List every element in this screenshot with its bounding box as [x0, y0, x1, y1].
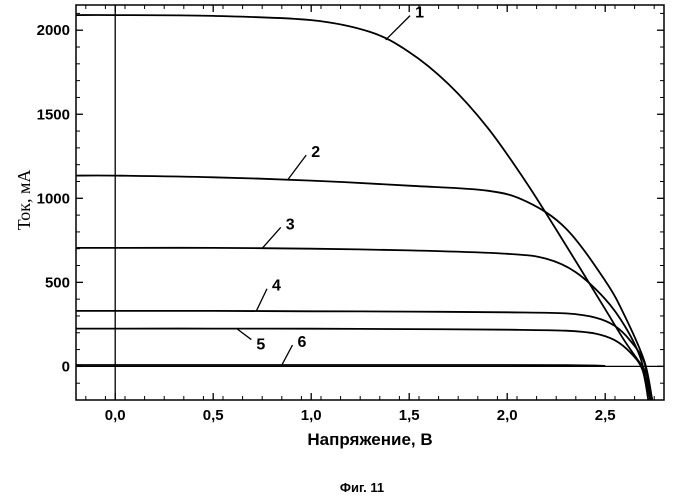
axis-ticks: 0,0 0,5 1,0 1,5 2,0 2,5 0 500 1000 1500 2000 [37, 5, 664, 424]
reference-lines [76, 5, 664, 400]
series-4-leader [256, 289, 267, 311]
x-tick-label: 0,0 [105, 407, 126, 424]
series-5-leader [237, 329, 252, 340]
series-3-line [76, 248, 650, 400]
series-6-label: 6 [297, 334, 306, 351]
series-4-label: 4 [272, 278, 281, 295]
series-3-label: 3 [286, 216, 295, 233]
series-6-leader [282, 345, 293, 365]
series-5-label: 5 [256, 337, 265, 354]
y-tick-label: 500 [45, 274, 70, 291]
figure-caption: Фиг. 11 [340, 480, 384, 495]
plot-frame [76, 5, 664, 400]
series-4-line [76, 311, 650, 400]
series-1-label: 1 [415, 5, 424, 22]
y-tick-label: 1000 [37, 190, 70, 207]
x-tick-label: 0,5 [203, 407, 224, 424]
series-1-leader [386, 16, 410, 40]
series-2-label: 2 [311, 144, 320, 161]
series-6-line [76, 365, 605, 366]
x-tick-label: 2,0 [497, 407, 518, 424]
series-layer [76, 15, 652, 400]
x-tick-label: 1,5 [399, 407, 420, 424]
x-axis-label: Напряжение, В [307, 430, 432, 449]
x-tick-label: 1,0 [301, 407, 322, 424]
series-3-leader [262, 227, 281, 248]
series-2-leader [288, 155, 307, 180]
y-tick-label: 0 [62, 358, 70, 375]
y-tick-label: 1500 [37, 106, 70, 123]
series-1-line [76, 15, 652, 400]
y-tick-label: 2000 [37, 22, 70, 39]
y-axis-label: Ток, мА [14, 170, 34, 231]
x-tick-label: 2,5 [595, 407, 616, 424]
